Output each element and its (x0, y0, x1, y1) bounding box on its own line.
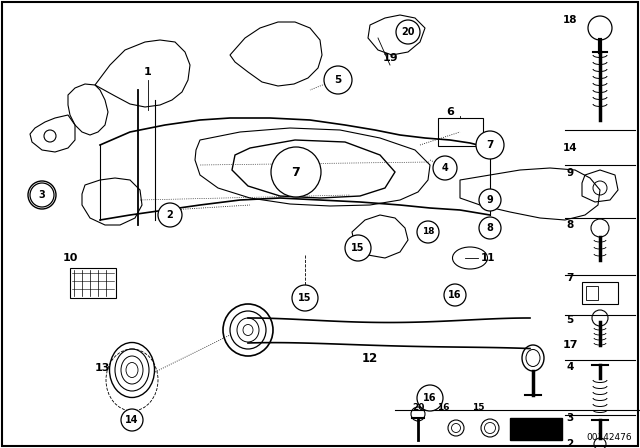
Text: 11: 11 (481, 253, 495, 263)
Circle shape (324, 66, 352, 94)
Text: 18: 18 (422, 228, 435, 237)
Text: 4: 4 (442, 163, 449, 173)
Text: 4: 4 (566, 362, 573, 372)
Circle shape (433, 156, 457, 180)
Text: 8: 8 (566, 220, 573, 230)
Text: 16: 16 (436, 404, 449, 413)
Text: 14: 14 (563, 143, 577, 153)
Circle shape (292, 285, 318, 311)
Circle shape (417, 385, 443, 411)
Bar (586, 286, 598, 300)
Circle shape (417, 221, 439, 243)
Circle shape (444, 284, 466, 306)
Text: 9: 9 (566, 168, 573, 178)
Text: 2: 2 (166, 210, 173, 220)
Bar (70, 268, 116, 298)
Text: 3: 3 (38, 190, 45, 200)
Circle shape (396, 20, 420, 44)
Text: 18: 18 (563, 15, 577, 25)
Circle shape (121, 409, 143, 431)
Text: 1: 1 (144, 67, 152, 77)
Text: 16: 16 (423, 393, 436, 403)
Text: 20: 20 (412, 404, 424, 413)
Bar (438, 118, 483, 146)
Text: 10: 10 (62, 253, 77, 263)
Text: 7: 7 (292, 165, 300, 178)
Circle shape (30, 183, 54, 207)
Text: 9: 9 (486, 195, 493, 205)
Text: 19: 19 (382, 53, 398, 63)
Circle shape (158, 203, 182, 227)
Circle shape (476, 131, 504, 159)
Bar (582, 282, 618, 304)
Text: 17: 17 (563, 340, 578, 350)
Text: 20: 20 (401, 27, 415, 37)
Text: 16: 16 (448, 290, 461, 300)
Circle shape (479, 189, 501, 211)
Text: 15: 15 (351, 243, 365, 253)
Text: 5: 5 (334, 75, 342, 85)
Text: 13: 13 (94, 363, 109, 373)
Text: 12: 12 (362, 352, 378, 365)
Text: 2: 2 (566, 439, 573, 448)
Text: 3: 3 (566, 413, 573, 423)
Text: 5: 5 (566, 315, 573, 325)
Text: 15: 15 (298, 293, 312, 303)
Circle shape (271, 147, 321, 197)
Text: 14: 14 (125, 415, 139, 425)
Circle shape (345, 235, 371, 261)
Bar (510, 418, 562, 440)
Text: 7: 7 (566, 273, 573, 283)
Text: 8: 8 (486, 223, 493, 233)
Text: 15: 15 (472, 404, 484, 413)
Text: 7: 7 (486, 140, 493, 150)
Text: 6: 6 (446, 107, 454, 117)
Circle shape (479, 217, 501, 239)
Text: 00142476: 00142476 (586, 433, 632, 442)
